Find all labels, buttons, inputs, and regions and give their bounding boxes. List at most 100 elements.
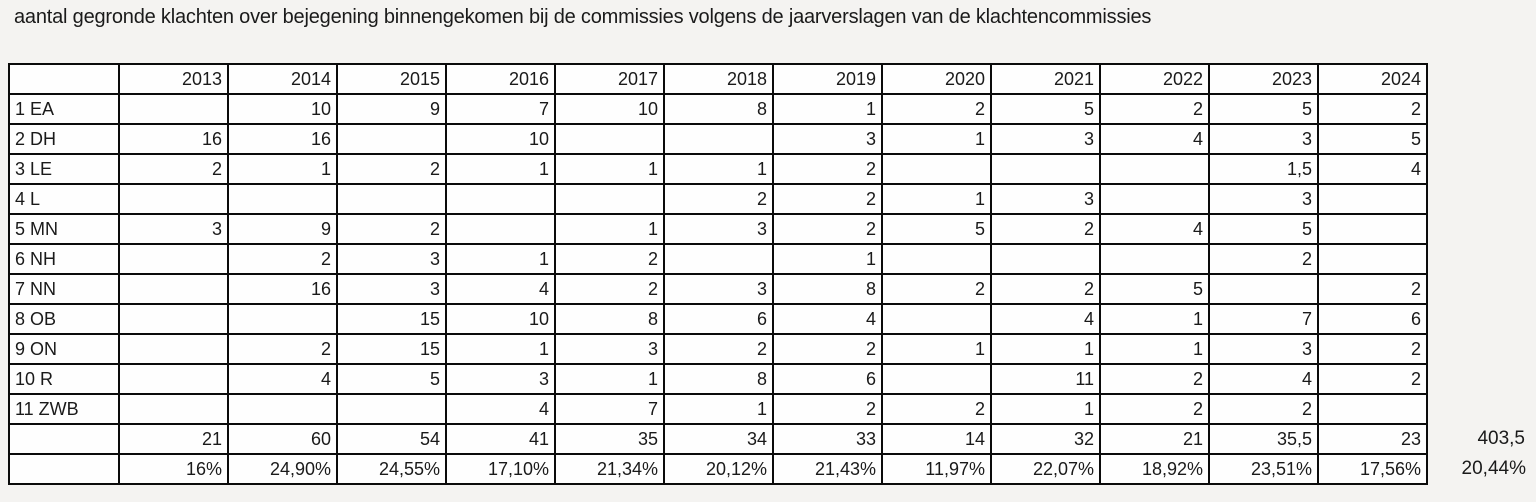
page-title: aantal gegronde klachten over bejegening… (14, 6, 1152, 28)
row-label-cell: 4 L (8, 183, 120, 215)
data-cell: 2 (118, 153, 229, 185)
data-cell: 2 (336, 213, 447, 245)
row-label-cell: 6 NH (8, 243, 120, 275)
data-cell: 3 (336, 243, 447, 275)
data-cell: 3 (663, 213, 774, 245)
outside-spacer-cell (1427, 64, 1532, 94)
year-header-cell: 2015 (336, 63, 447, 95)
data-cell: 3 (1208, 183, 1319, 215)
data-cell (663, 123, 774, 155)
data-cell: 1 (663, 153, 774, 185)
data-cell (445, 213, 556, 245)
data-cell (881, 243, 992, 275)
row-label-cell: 3 LE (8, 153, 120, 185)
table-row: 11 ZWB 4 7 1 2 2 1 2 2 (8, 393, 1532, 425)
year-header-cell: 2018 (663, 63, 774, 95)
outside-spacer-cell (1427, 394, 1532, 424)
year-header-cell: 2013 (118, 63, 229, 95)
header-row: 2013 2014 2015 2016 2017 2018 2019 2020 2021 2022… (8, 63, 1532, 95)
year-header-cell: 2016 (445, 63, 556, 95)
outside-spacer-cell (1427, 244, 1532, 274)
year-header-cell: 2022 (1099, 63, 1210, 95)
data-cell: 2 (227, 243, 338, 275)
data-cell: 2 (772, 183, 883, 215)
data-cell: 3 (554, 333, 665, 365)
data-cell: 1 (663, 393, 774, 425)
year-header-cell: 2021 (990, 63, 1101, 95)
data-cell: 3 (990, 123, 1101, 155)
total-cell: 60 (227, 423, 338, 455)
data-cell (1099, 183, 1210, 215)
table-row: 3 LE 2 1 2 1 1 1 2 1,5 4 (8, 153, 1532, 185)
data-cell (227, 393, 338, 425)
year-header-cell: 2017 (554, 63, 665, 95)
data-cell: 2 (772, 153, 883, 185)
data-cell (881, 153, 992, 185)
data-cell (118, 363, 229, 395)
table-row: 1 EA 10 9 7 10 8 1 2 5 2 5 2 (8, 93, 1532, 125)
row-label-cell: 2 DH (8, 123, 120, 155)
row-label-cell (8, 453, 120, 485)
row-label-cell (8, 423, 120, 455)
data-cell: 3 (445, 363, 556, 395)
data-cell: 3 (772, 123, 883, 155)
data-cell: 7 (445, 93, 556, 125)
data-cell (445, 183, 556, 215)
row-label-cell: 5 MN (8, 213, 120, 245)
total-cell: 23 (1317, 423, 1428, 455)
data-cell: 10 (445, 123, 556, 155)
data-cell: 8 (554, 303, 665, 335)
data-cell: 2 (881, 273, 992, 305)
percent-cell: 24,55% (336, 453, 447, 485)
data-cell (554, 183, 665, 215)
data-cell: 10 (445, 303, 556, 335)
table-row: 6 NH 2 3 1 2 1 2 (8, 243, 1532, 275)
data-cell: 15 (336, 303, 447, 335)
data-cell: 2 (990, 213, 1101, 245)
data-cell: 1 (445, 243, 556, 275)
data-cell (881, 303, 992, 335)
row-label-cell: 8 OB (8, 303, 120, 335)
table-row: 9 ON 2 15 1 3 2 2 1 1 1 3 2 (8, 333, 1532, 365)
percent-cell: 17,56% (1317, 453, 1428, 485)
table-row: 8 OB 15 10 8 6 4 4 1 7 6 (8, 303, 1532, 335)
data-cell (336, 123, 447, 155)
outside-spacer-cell (1427, 124, 1532, 154)
data-cell: 1 (445, 153, 556, 185)
data-cell: 2 (881, 93, 992, 125)
data-cell (1317, 393, 1428, 425)
data-cell: 15 (336, 333, 447, 365)
year-header-cell: 2020 (881, 63, 992, 95)
percent-cell: 23,51% (1208, 453, 1319, 485)
data-cell (336, 393, 447, 425)
data-cell: 1 (554, 213, 665, 245)
total-cell: 33 (772, 423, 883, 455)
data-cell: 5 (336, 363, 447, 395)
data-cell: 2 (772, 333, 883, 365)
data-cell: 2 (554, 273, 665, 305)
data-cell (1208, 273, 1319, 305)
percent-cell: 17,10% (445, 453, 556, 485)
percent-cell: 24,90% (227, 453, 338, 485)
data-cell: 3 (663, 273, 774, 305)
data-cell: 4 (1208, 363, 1319, 395)
total-cell: 54 (336, 423, 447, 455)
data-cell: 8 (663, 363, 774, 395)
data-cell: 2 (1208, 243, 1319, 275)
data-cell: 1 (554, 363, 665, 395)
outside-spacer-cell (1427, 94, 1532, 124)
data-cell: 1 (881, 183, 992, 215)
data-cell: 6 (663, 303, 774, 335)
data-cell: 1 (1099, 333, 1210, 365)
data-cell: 1 (227, 153, 338, 185)
data-cell: 3 (990, 183, 1101, 215)
data-cell: 4 (772, 303, 883, 335)
data-cell: 4 (1099, 123, 1210, 155)
data-cell: 5 (1099, 273, 1210, 305)
total-cell: 32 (990, 423, 1101, 455)
year-header-cell: 2014 (227, 63, 338, 95)
data-cell: 2 (1317, 273, 1428, 305)
data-cell: 4 (445, 273, 556, 305)
data-cell: 16 (227, 123, 338, 155)
